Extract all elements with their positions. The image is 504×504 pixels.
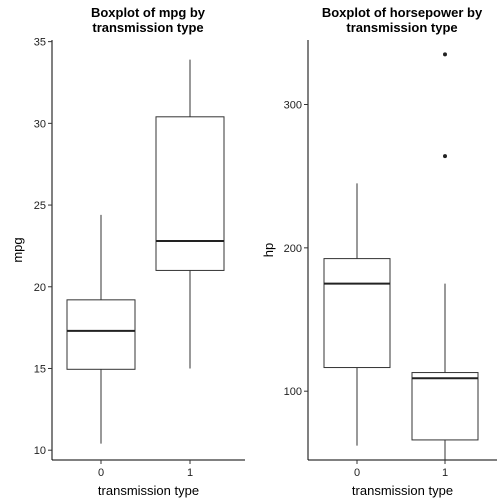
panel2-title-line-1: Boxplot of horsepower by bbox=[322, 5, 483, 20]
panel1-cat0-box bbox=[66, 299, 136, 370]
panel2-x-tick-label: 0 bbox=[354, 467, 360, 479]
panel2-x-tick-label: 1 bbox=[442, 467, 448, 479]
panel1-x-tick-label: 1 bbox=[187, 467, 193, 479]
panel1-x-tick-label: 0 bbox=[98, 467, 104, 479]
panel2-cat1-outlier-point bbox=[443, 154, 447, 159]
panel2-y-tick-label: 100 bbox=[284, 386, 302, 398]
panel1-y-tick-label: 25 bbox=[34, 200, 46, 212]
panel2-cat1-outlier-point bbox=[443, 52, 447, 57]
panel1-title-line-1: Boxplot of mpg by bbox=[91, 5, 206, 20]
panel1-y-tick-label: 35 bbox=[34, 37, 46, 49]
panel2-cat0-box bbox=[323, 258, 391, 369]
panel2-cat1-box bbox=[411, 372, 479, 441]
panel1-y-axis-label: mpg bbox=[10, 237, 25, 262]
panel1-title-line-2: transmission type bbox=[92, 20, 203, 35]
panel1-cat1-box bbox=[155, 116, 225, 271]
panel1-y-tick-label: 20 bbox=[34, 282, 46, 294]
panel1-y-tick-label: 15 bbox=[34, 363, 46, 375]
panel1-y-tick-label: 10 bbox=[34, 445, 46, 457]
panel2-title-line-2: transmission type bbox=[346, 20, 457, 35]
panel2-y-axis-label: hp bbox=[261, 243, 276, 257]
panel2-y-tick-label: 200 bbox=[284, 243, 302, 255]
panel2-y-tick-label: 300 bbox=[284, 100, 302, 112]
panel1-y-tick-label: 30 bbox=[34, 118, 46, 130]
panel1-x-axis-label: transmission type bbox=[98, 483, 199, 498]
panel2-x-axis-label: transmission type bbox=[352, 483, 453, 498]
